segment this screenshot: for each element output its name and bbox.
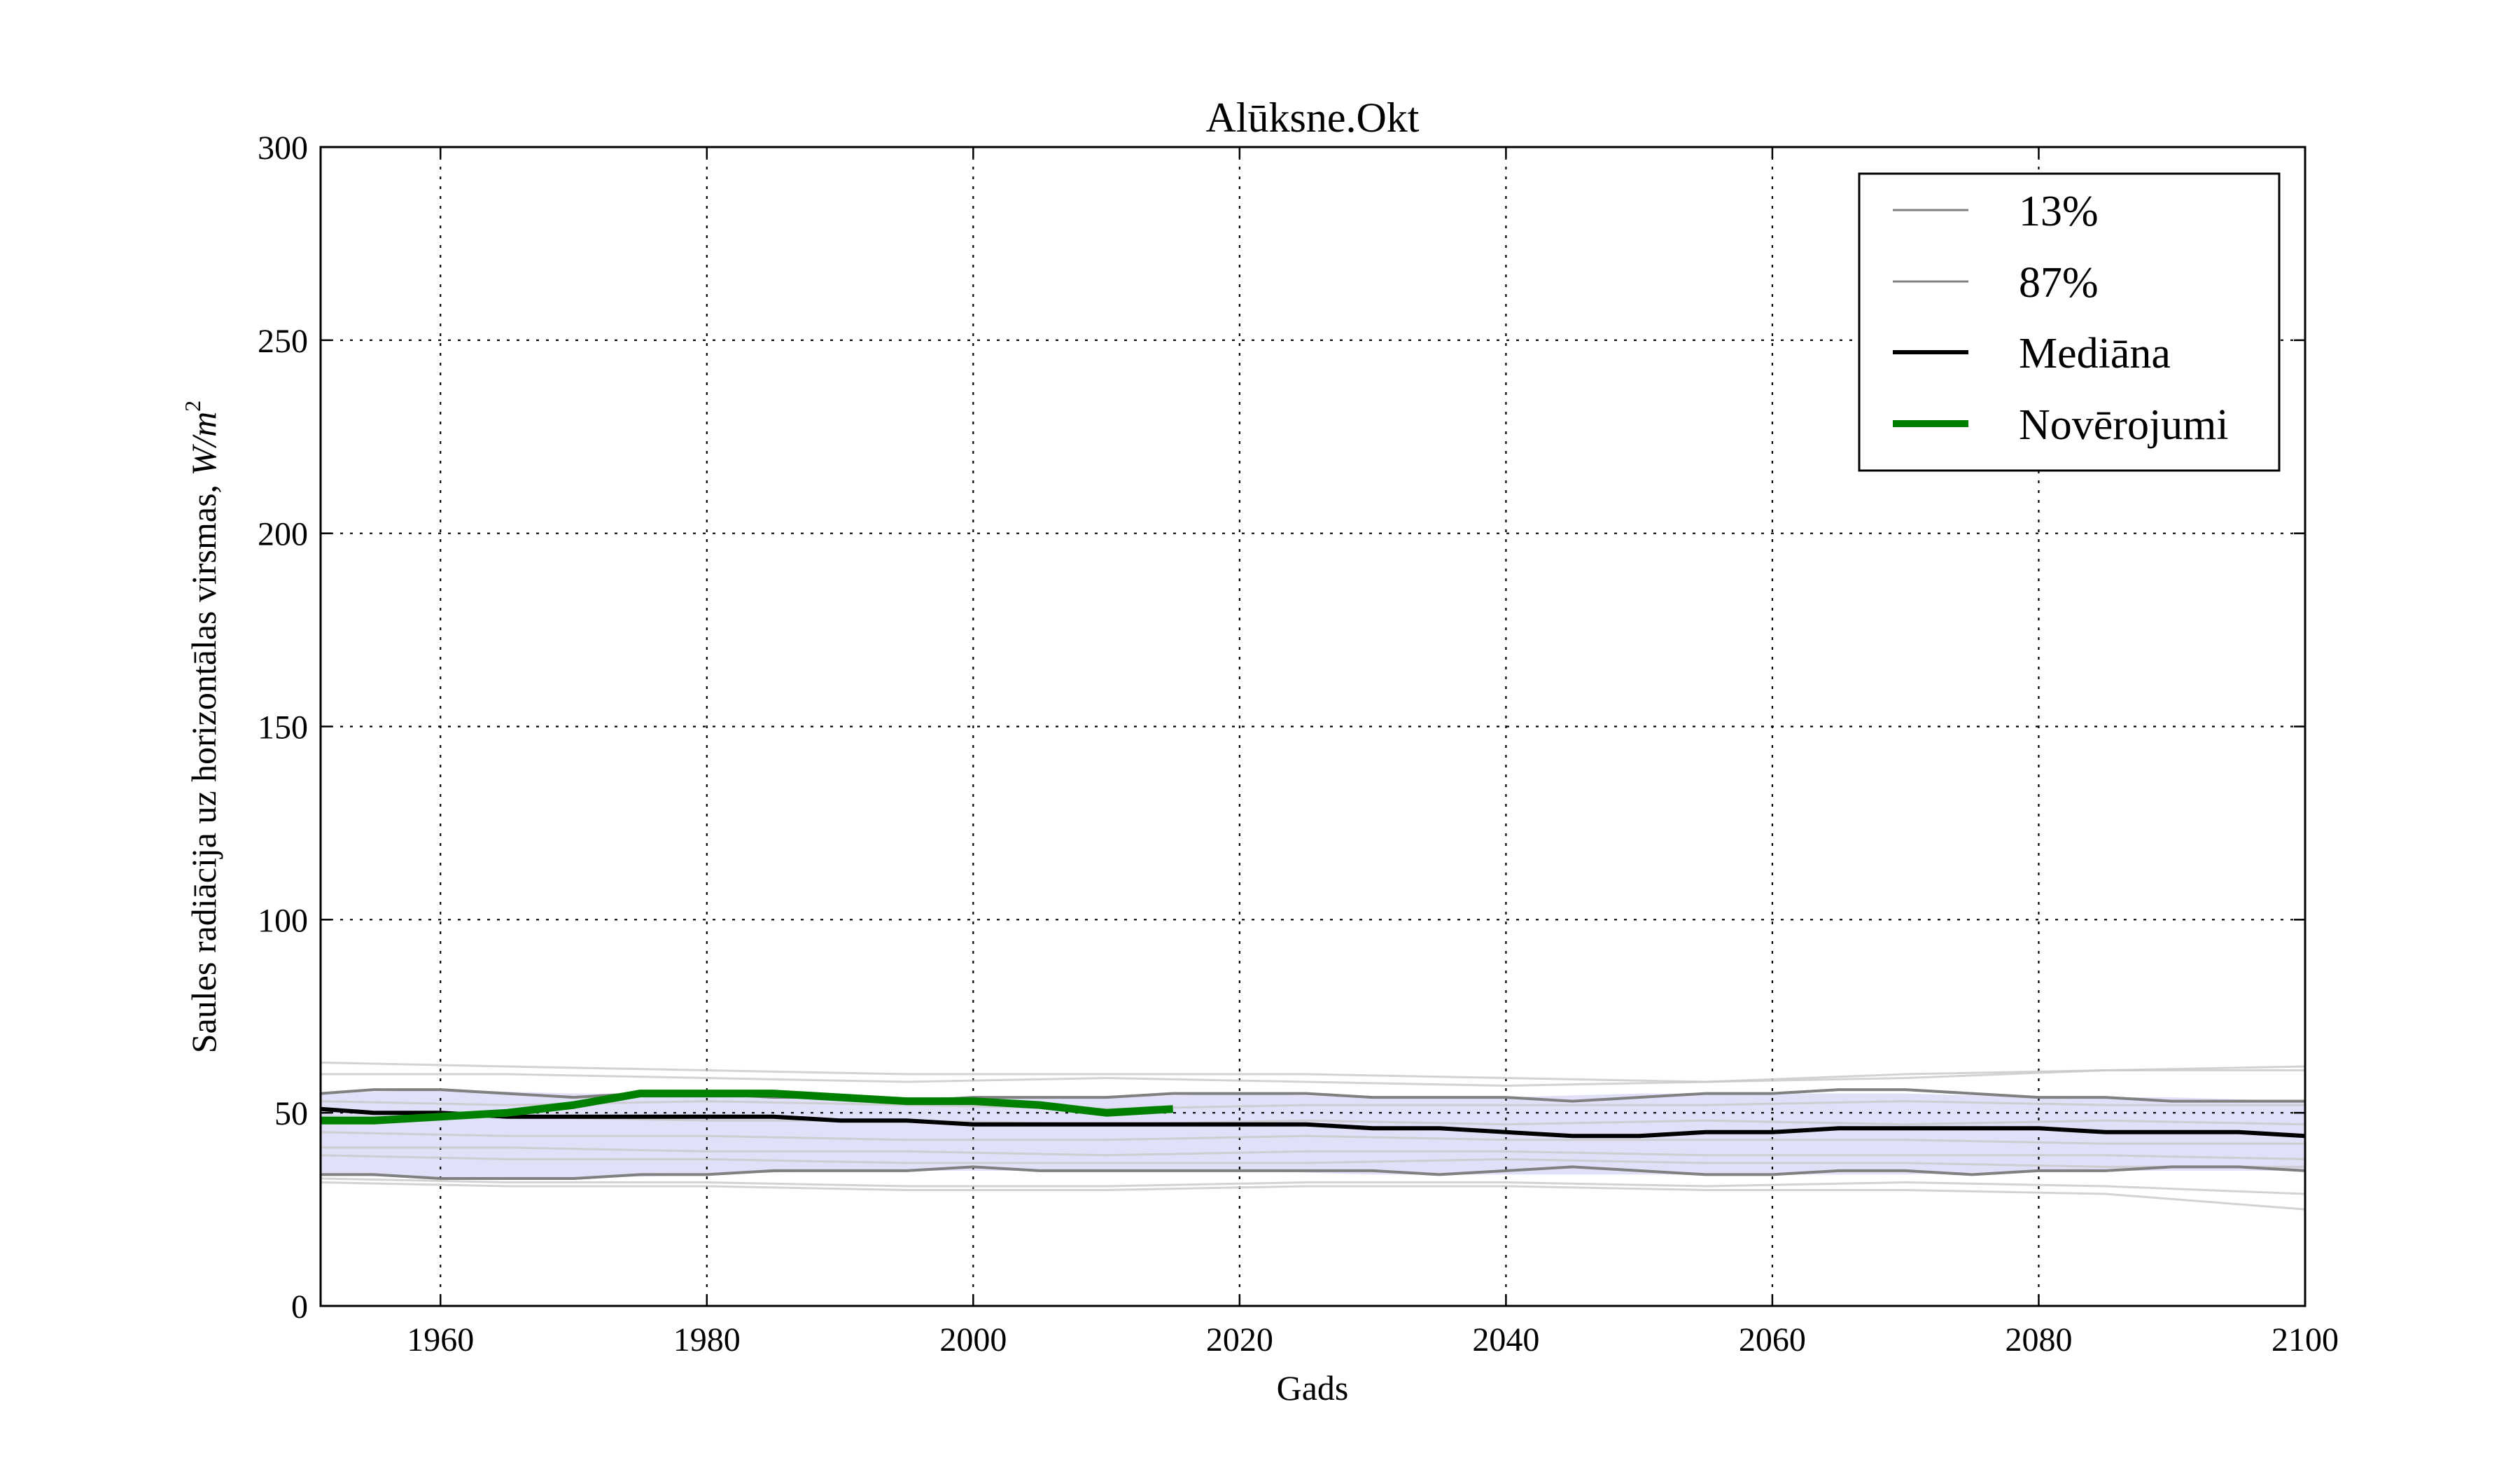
legend-label-87: 87%: [2019, 259, 2099, 307]
y-axis-label-text: Saules radiācija uz horizontālas virsmas…: [184, 475, 223, 1053]
x-tick-label-6: 2080: [2005, 1321, 2072, 1358]
ensemble-line-1: [321, 1065, 2306, 1087]
y-tick-label-4: 200: [258, 516, 308, 553]
ensemble-line-3: [321, 1115, 2306, 1126]
x-tick-label-7: 2100: [2272, 1321, 2339, 1358]
series-lines: [320, 1088, 2306, 1180]
legend-label-observations: Novērojumi: [2019, 401, 2229, 449]
x-tick-label-1: 1980: [673, 1321, 741, 1358]
x-axis-label: Gads: [1277, 1368, 1349, 1407]
percentile-13-line: [321, 1165, 2306, 1180]
ensemble-line-7: [320, 1181, 2306, 1211]
y-tick-label-1: 50: [274, 1095, 308, 1132]
axis-ticks: 1960 1980 2000 2020 2040 2060 2080 2100 0 50 100 15…: [258, 130, 2339, 1358]
x-tick-label-3: 2020: [1206, 1321, 1273, 1358]
y-axis-label: Saules radiācija uz horizontālas virsmas…: [180, 401, 223, 1053]
y-tick-label-5: 250: [258, 323, 308, 360]
y-axis-label-unit-exponent: 2: [180, 401, 205, 412]
grid-lines: [321, 147, 2305, 1306]
ensemble-line-2: [320, 1100, 2305, 1111]
y-tick-label-3: 150: [258, 709, 308, 746]
legend-label-13: 13%: [2019, 188, 2099, 235]
ensemble-line-4: [320, 1131, 2305, 1145]
observations-line: [321, 1090, 1174, 1125]
y-tick-label-6: 300: [258, 130, 308, 167]
ensemble-line-0: [320, 1062, 2305, 1083]
y-tick-label-2: 100: [258, 902, 308, 939]
legend: 13% 87% Mediāna Novērojumi: [1858, 172, 2281, 472]
y-axis-label-unit: W/m: [184, 412, 223, 476]
ensemble-line-8: [320, 1177, 2306, 1195]
x-tick-label-2: 2000: [939, 1321, 1007, 1358]
x-tick-label-4: 2040: [1472, 1321, 1539, 1358]
ensemble-lines: [320, 1062, 2306, 1211]
y-tick-label-0: 0: [291, 1288, 308, 1326]
ensemble-line-5: [321, 1146, 2306, 1160]
x-tick-label-5: 2060: [1739, 1321, 1806, 1358]
ensemble-line-6: [320, 1154, 2305, 1168]
legend-label-median: Mediāna: [2019, 330, 2171, 377]
median-line: [320, 1106, 2306, 1139]
chart-title: Alūksne.Okt: [1206, 95, 1420, 141]
x-tick-label-0: 1960: [407, 1321, 474, 1358]
